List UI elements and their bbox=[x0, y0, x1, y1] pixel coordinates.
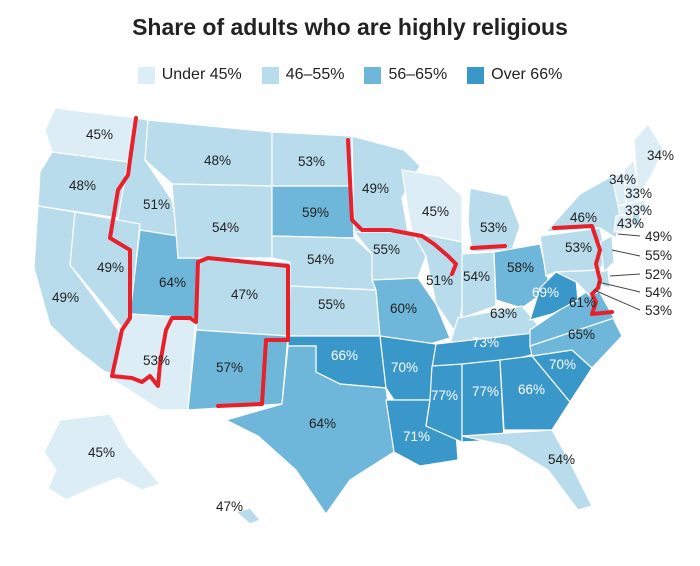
state-georgia bbox=[499, 355, 571, 431]
label-co: 47% bbox=[231, 287, 258, 302]
state-hawaii bbox=[234, 507, 261, 525]
label-wv: 69% bbox=[532, 285, 559, 300]
state-maryland bbox=[553, 269, 603, 297]
map-title: Share of adults who are highly religious bbox=[132, 14, 568, 40]
label-mo: 60% bbox=[390, 301, 417, 316]
state-indiana bbox=[461, 251, 497, 319]
label-me: 34% bbox=[647, 148, 674, 163]
label-tx: 64% bbox=[309, 416, 336, 431]
label-ks: 55% bbox=[318, 297, 345, 312]
label-ok: 66% bbox=[331, 348, 358, 363]
red-boundary-west bbox=[108, 116, 290, 408]
label-mn: 49% bbox=[362, 181, 389, 196]
label-wi: 45% bbox=[422, 204, 449, 219]
label-ct: 43% bbox=[617, 216, 644, 231]
state-virginia bbox=[529, 285, 615, 347]
label-nh: 33% bbox=[625, 186, 652, 201]
state-connecticut bbox=[613, 213, 633, 233]
label-nm: 57% bbox=[216, 360, 243, 375]
label-sc: 70% bbox=[549, 357, 576, 372]
label-vt: 34% bbox=[609, 172, 636, 187]
state-new-jersey bbox=[599, 235, 615, 274]
label-id: 51% bbox=[143, 197, 170, 212]
label-va: 61% bbox=[569, 295, 596, 310]
label-fl: 54% bbox=[548, 452, 575, 467]
label-mi: 53% bbox=[480, 220, 507, 235]
legend-label: 56–65% bbox=[388, 66, 448, 83]
label-wa: 45% bbox=[86, 127, 113, 142]
label-il: 51% bbox=[426, 273, 453, 288]
label-sd: 59% bbox=[302, 205, 329, 220]
label-la: 71% bbox=[403, 429, 430, 444]
legend-label: Under 45% bbox=[161, 66, 242, 83]
legend-item-56-65: 56–65% bbox=[364, 66, 447, 84]
state-alabama bbox=[461, 359, 505, 443]
leader-line bbox=[597, 281, 641, 293]
label-dc: 53% bbox=[645, 303, 672, 318]
label-ma: 33% bbox=[625, 203, 652, 218]
legend-item-under-45: Under 45% bbox=[137, 66, 242, 84]
legend: Under 45% 46–55% 56–65% Over 66% bbox=[0, 64, 700, 86]
label-ut: 64% bbox=[159, 275, 186, 290]
legend-item-over-66: Over 66% bbox=[467, 66, 562, 84]
label-az: 53% bbox=[143, 353, 170, 368]
state-missouri bbox=[371, 277, 451, 345]
label-nj: 55% bbox=[645, 248, 672, 263]
label-de: 52% bbox=[645, 267, 672, 282]
label-oh: 58% bbox=[507, 260, 534, 275]
leader-line bbox=[593, 289, 641, 311]
label-md: 54% bbox=[645, 285, 672, 300]
legend-label: Over 66% bbox=[491, 66, 563, 83]
legend-swatch bbox=[261, 66, 279, 84]
red-boundary-great-lakes bbox=[470, 244, 507, 250]
state-new-hampshire bbox=[623, 158, 641, 205]
state-florida bbox=[461, 429, 593, 511]
label-nv: 49% bbox=[97, 260, 124, 275]
state-texas bbox=[224, 345, 395, 516]
label-ia: 55% bbox=[373, 242, 400, 257]
label-ky: 63% bbox=[490, 306, 517, 321]
state-massachusetts bbox=[617, 199, 651, 217]
label-or: 48% bbox=[69, 178, 96, 193]
state-alaska bbox=[43, 413, 162, 501]
legend-label: 46–55% bbox=[285, 66, 345, 83]
label-al: 77% bbox=[472, 384, 499, 399]
leader-line bbox=[609, 273, 641, 277]
label-ri: 49% bbox=[645, 229, 672, 244]
label-ar: 70% bbox=[391, 360, 418, 375]
state-ohio bbox=[493, 243, 551, 309]
state-maine bbox=[633, 122, 665, 198]
label-ga: 66% bbox=[518, 382, 545, 397]
label-ny: 46% bbox=[570, 210, 597, 225]
label-in: 54% bbox=[463, 269, 490, 284]
red-boundary-northeast bbox=[552, 224, 614, 316]
label-nd: 53% bbox=[298, 154, 325, 169]
label-hi: 47% bbox=[216, 499, 243, 514]
label-ne: 54% bbox=[307, 252, 334, 267]
legend-item-46-55: 46–55% bbox=[261, 66, 345, 84]
label-pa: 53% bbox=[565, 240, 592, 255]
leader-line bbox=[611, 249, 641, 257]
label-tn: 73% bbox=[472, 335, 499, 350]
label-ms: 77% bbox=[431, 388, 458, 403]
leader-line bbox=[617, 233, 641, 237]
label-wy: 54% bbox=[212, 220, 239, 235]
label-mt: 48% bbox=[204, 153, 231, 168]
red-boundary-central bbox=[346, 138, 458, 276]
state-mississippi bbox=[425, 363, 463, 443]
label-ak: 45% bbox=[88, 445, 115, 460]
label-ca: 49% bbox=[52, 290, 79, 305]
legend-swatch bbox=[467, 66, 485, 84]
state-rhode-island bbox=[631, 213, 641, 227]
label-nc: 65% bbox=[568, 327, 595, 342]
legend-swatch bbox=[137, 66, 155, 84]
legend-swatch bbox=[364, 66, 382, 84]
